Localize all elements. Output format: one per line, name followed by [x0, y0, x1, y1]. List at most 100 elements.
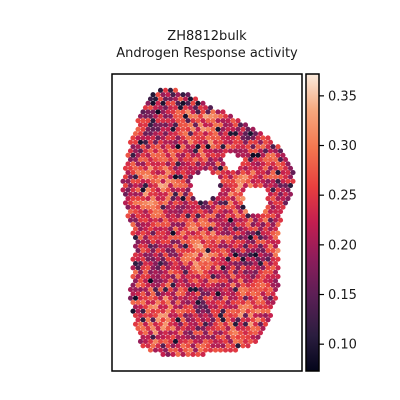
spot: [132, 148, 139, 154]
spot: [205, 204, 211, 210]
spot: [187, 321, 194, 327]
spot: [232, 243, 239, 249]
spot: [247, 157, 254, 163]
spot: [257, 235, 264, 241]
spot: [200, 308, 206, 314]
spot: [157, 235, 164, 241]
spot: [237, 165, 244, 171]
spot: [227, 191, 234, 197]
spot: [127, 191, 134, 197]
spot: [212, 226, 219, 232]
spot: [145, 291, 151, 297]
spot: [187, 157, 194, 163]
spot: [260, 265, 266, 271]
spot: [170, 308, 176, 314]
spot: [142, 165, 149, 171]
spot: [205, 282, 211, 288]
spot: [172, 139, 179, 145]
spot: [170, 204, 176, 210]
spot: [180, 196, 186, 202]
spot: [205, 308, 211, 314]
spot: [250, 308, 256, 314]
spot: [180, 213, 186, 219]
spot: [217, 139, 224, 145]
spot: [200, 299, 206, 306]
spot: [217, 286, 224, 293]
spot: [167, 226, 174, 232]
spot: [145, 109, 151, 115]
spot: [267, 269, 274, 275]
spot: [180, 204, 186, 210]
spot: [140, 118, 146, 124]
spot: [197, 235, 204, 241]
spot: [290, 170, 296, 176]
spot: [240, 282, 246, 288]
spot: [155, 273, 161, 280]
spot: [212, 157, 219, 163]
spot: [215, 282, 221, 288]
spot: [197, 295, 204, 301]
spot: [177, 226, 184, 232]
spot: [187, 217, 194, 223]
spot: [137, 312, 144, 319]
spot: [222, 148, 229, 154]
spot: [155, 247, 161, 254]
spot: [185, 343, 191, 349]
spot: [240, 308, 246, 314]
spot: [135, 291, 141, 297]
spot: [172, 226, 179, 232]
spot: [232, 131, 239, 137]
spot: [145, 222, 151, 228]
spot: [237, 209, 244, 215]
spot: [132, 209, 139, 215]
spot: [177, 139, 184, 145]
spot: [180, 118, 186, 124]
spot: [210, 282, 216, 288]
spot: [267, 148, 274, 154]
spot: [222, 174, 229, 180]
spot: [187, 347, 194, 353]
spot: [285, 178, 291, 184]
spot: [185, 109, 191, 115]
spot: [172, 191, 179, 197]
spot: [122, 183, 129, 189]
spot: [150, 170, 156, 176]
spot: [132, 260, 139, 267]
spot: [130, 291, 136, 297]
spot: [190, 100, 196, 106]
spot: [137, 217, 144, 223]
spot: [165, 334, 171, 340]
spot: [182, 157, 189, 163]
spot: [137, 295, 144, 301]
spot: [147, 191, 154, 197]
spot: [165, 325, 171, 332]
spot: [187, 252, 194, 258]
spot: [232, 269, 239, 275]
spot: [270, 256, 276, 262]
spot: [155, 265, 161, 271]
spot: [172, 347, 179, 353]
spot: [162, 139, 169, 145]
spot: [230, 222, 236, 228]
spot: [165, 118, 171, 124]
spot: [162, 330, 169, 336]
spot: [260, 247, 266, 254]
spot: [157, 330, 164, 336]
spot: [150, 343, 156, 349]
spot: [195, 325, 201, 332]
spot: [210, 334, 216, 340]
spot: [160, 170, 166, 176]
spot: [222, 252, 229, 258]
spot: [167, 209, 174, 215]
spot: [165, 256, 171, 262]
spot: [167, 122, 174, 128]
spot: [222, 295, 229, 301]
spot: [145, 126, 151, 132]
spot: [230, 204, 236, 210]
spot: [170, 135, 176, 141]
spot: [190, 273, 196, 280]
spot: [152, 131, 159, 137]
spot: [235, 144, 241, 150]
spot: [227, 243, 234, 249]
spot: [155, 325, 161, 332]
